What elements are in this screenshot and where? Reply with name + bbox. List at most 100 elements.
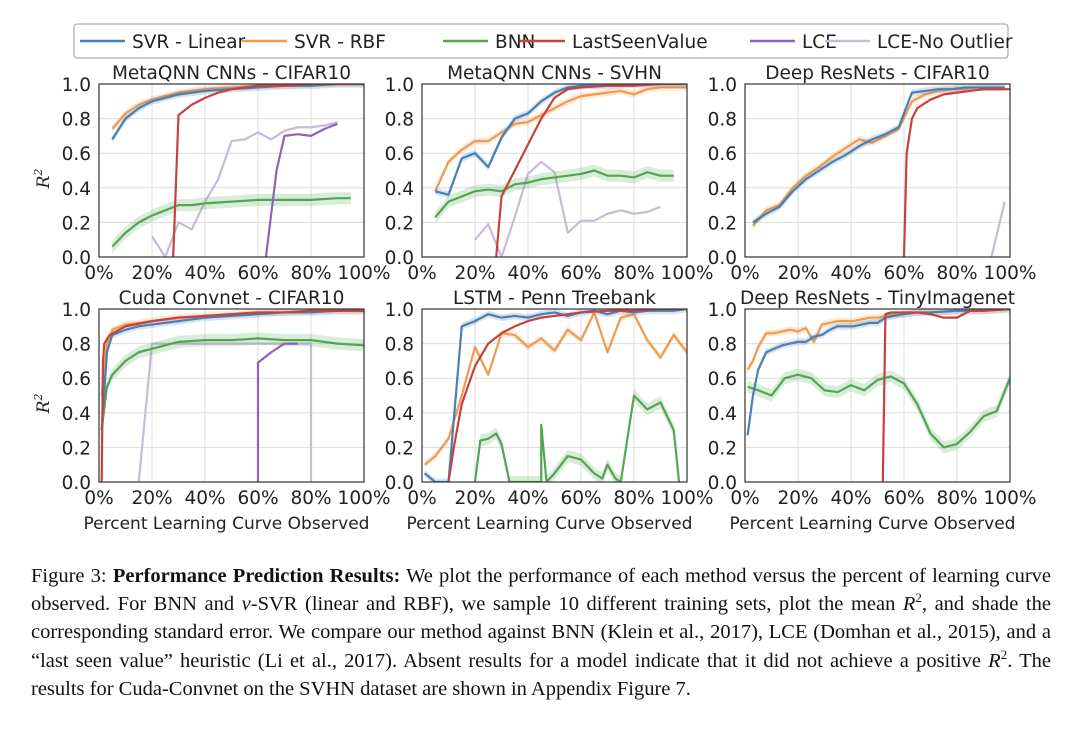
x-tick-label: 40%	[507, 488, 548, 509]
x-tick-label: 60%	[883, 263, 924, 284]
plot-frame	[744, 83, 1011, 258]
plot-frame	[98, 83, 365, 258]
series-group	[100, 309, 364, 482]
legend-label: SVR - RBF	[294, 32, 386, 53]
plot-frame	[421, 308, 688, 483]
series-line	[172, 84, 364, 257]
error-band	[475, 389, 680, 482]
legend-label: LastSeenValue	[572, 32, 708, 53]
series-line	[151, 120, 338, 257]
y-tick-label: 0.6	[62, 144, 91, 165]
y-tick-label: 0.0	[708, 473, 737, 494]
panel-title: Deep ResNets - CIFAR10	[765, 63, 990, 84]
legend-item: LCE-No Outlier	[825, 32, 1013, 53]
error-band	[112, 84, 364, 143]
series-group	[434, 84, 687, 257]
x-tick-label: 60%	[237, 488, 278, 509]
x-tick-label: 20%	[777, 488, 818, 509]
y-tick-label: 0.8	[708, 110, 737, 131]
y-tick-label: 1.0	[385, 300, 414, 321]
x-tick-label: 60%	[237, 263, 278, 284]
panel-title: Deep ResNets - TinyImagenet	[740, 288, 1015, 309]
series-line	[111, 84, 364, 130]
y-tick-label: 0.8	[385, 335, 414, 356]
series-line	[434, 86, 687, 192]
y-tick-label: 0.6	[385, 144, 414, 165]
legend: SVR - Linear SVR - RBF BNN LastSeenValue LCE…	[73, 23, 1013, 59]
caption-heading: Performance Prediction Results:	[112, 565, 401, 587]
y-tick-label: 0.4	[385, 404, 414, 425]
x-tick-label: 20%	[131, 488, 172, 509]
plot-frame	[744, 308, 1011, 483]
error-band	[747, 368, 1010, 454]
y-tick-label: 0.0	[708, 248, 737, 269]
series-line	[256, 342, 298, 482]
x-tick-label: 80%	[936, 263, 977, 284]
x-tick-label: 80%	[290, 488, 331, 509]
y-axis-label: R2	[32, 394, 54, 415]
y-tick-label: 0.0	[62, 248, 91, 269]
series-line	[423, 311, 687, 466]
x-tick-label: 100%	[661, 263, 714, 284]
y-tick-label: 0.4	[385, 179, 414, 200]
series-group	[423, 309, 687, 482]
x-tick-label: 20%	[131, 263, 172, 284]
y-tick-label: 0.2	[708, 213, 737, 234]
y-tick-label: 0.2	[62, 438, 91, 459]
figure-caption: Figure 3: Performance Prediction Results…	[31, 565, 1052, 700]
y-tick-label: 0.2	[385, 438, 414, 459]
y-tick-label: 1.0	[62, 75, 91, 96]
series-line	[474, 160, 661, 257]
series-line	[137, 342, 313, 482]
y-tick-label: 1.0	[385, 75, 414, 96]
error-band	[752, 84, 1005, 226]
x-tick-label: 100%	[984, 263, 1037, 284]
plot-frame	[421, 83, 688, 258]
x-tick-label: 80%	[290, 263, 331, 284]
y-tick-label: 1.0	[62, 300, 91, 321]
y-tick-label: 0.2	[385, 213, 414, 234]
y-tick-label: 0.0	[385, 473, 414, 494]
series-line	[473, 394, 681, 482]
error-band	[435, 84, 687, 195]
y-tick-label: 0.8	[385, 110, 414, 131]
x-tick-label: 0%	[730, 263, 759, 284]
series-line	[434, 169, 674, 218]
panel-title: LSTM - Penn Treebank	[453, 288, 656, 309]
panel-metaqnn-svhn: 0% 20% 40% 60% 80% 100% 0.0 0.2 0.4 0.6 0.8 1.0 Meta…	[385, 63, 714, 284]
x-tick-label: 0%	[407, 263, 436, 284]
x-tick-label: 40%	[830, 263, 871, 284]
legend-item: LastSeenValue	[520, 32, 708, 53]
x-tick-label: 40%	[830, 488, 871, 509]
series-group	[752, 84, 1010, 257]
y-tick-label: 0.4	[62, 179, 91, 200]
legend-label: SVR - Linear	[132, 32, 246, 53]
series-group	[746, 309, 1010, 482]
y-tick-label: 0.6	[708, 144, 737, 165]
panel-cudaconvnet-cifar10: 0% 20% 40% 60% 80% 100% 0.0 0.2 0.4 0.6 0.8 1.0 Cuda…	[32, 288, 390, 534]
series-line	[747, 373, 1010, 449]
x-tick-label: 0%	[407, 488, 436, 509]
x-tick-label: 80%	[613, 263, 654, 284]
y-tick-label: 0.4	[708, 179, 737, 200]
x-tick-label: 60%	[560, 488, 601, 509]
y-tick-label: 0.6	[385, 369, 414, 390]
series-line	[264, 122, 338, 257]
legend-item: SVR - Linear	[80, 32, 246, 53]
x-tick-label: 60%	[883, 488, 924, 509]
series-line	[495, 84, 687, 257]
x-tick-label: 20%	[454, 263, 495, 284]
x-tick-label: 100%	[338, 488, 391, 509]
y-tick-label: 0.0	[385, 248, 414, 269]
x-tick-label: 100%	[338, 263, 391, 284]
x-tick-label: 0%	[84, 263, 113, 284]
series-line	[100, 309, 364, 431]
legend-item: BNN	[443, 32, 535, 53]
y-tick-label: 0.8	[708, 335, 737, 356]
y-tick-label: 0.4	[62, 404, 91, 425]
y-tick-label: 0.6	[708, 369, 737, 390]
error-band	[752, 84, 1005, 230]
x-tick-label: 0%	[84, 488, 113, 509]
panel-title: MetaQNN CNNs - SVHN	[447, 63, 662, 84]
x-tick-label: 40%	[184, 263, 225, 284]
